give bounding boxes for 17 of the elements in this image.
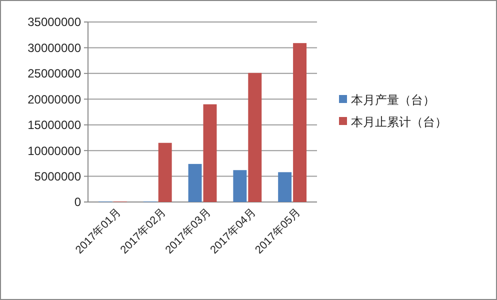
y-tick-label: 20000000 bbox=[28, 92, 82, 106]
bar bbox=[188, 164, 202, 202]
y-tick-label: 25000000 bbox=[28, 66, 82, 81]
bar bbox=[248, 72, 262, 202]
bar bbox=[203, 104, 217, 202]
y-tick-label: 15000000 bbox=[28, 118, 82, 132]
y-tick-label: 5000000 bbox=[34, 169, 82, 184]
legend-label: 本月止累计（台） bbox=[351, 115, 447, 130]
bar bbox=[293, 43, 307, 202]
y-tick-label: 0 bbox=[74, 195, 82, 210]
y-tick-label: 35000000 bbox=[28, 15, 82, 30]
y-tick-label: 10000000 bbox=[28, 144, 82, 158]
bar bbox=[278, 172, 292, 202]
bar bbox=[233, 170, 247, 202]
y-tick-label: 30000000 bbox=[28, 40, 82, 55]
legend-label: 本月产量（台） bbox=[351, 93, 435, 108]
bar bbox=[158, 142, 172, 202]
